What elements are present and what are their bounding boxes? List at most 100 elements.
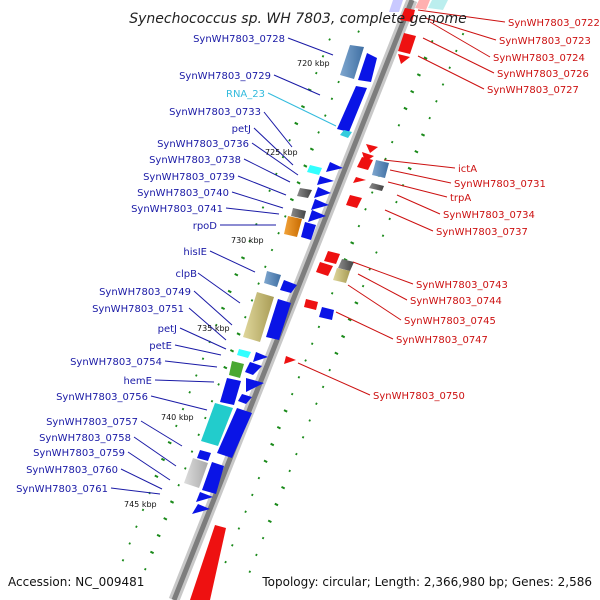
gene-label[interactable]: SynWH7803_0739: [143, 172, 235, 183]
gene-label[interactable]: SynWH7803_0740: [137, 188, 229, 199]
feature-block[interactable]: [264, 271, 281, 287]
gene-label[interactable]: ictA: [458, 164, 477, 175]
feature-arrow[interactable]: [311, 199, 329, 210]
feature-block[interactable]: [201, 403, 233, 446]
feature-arrow[interactable]: [202, 462, 224, 494]
gene-label[interactable]: hemE: [123, 376, 152, 387]
feature-arrow[interactable]: [357, 157, 373, 170]
gene-label[interactable]: SynWH7803_0722: [508, 18, 600, 29]
feature-arrow[interactable]: [301, 222, 316, 240]
feature-arrow[interactable]: [398, 33, 416, 54]
gc-tick: [414, 150, 419, 154]
gene-label[interactable]: SynWH7803_0729: [179, 71, 271, 82]
gene-label[interactable]: SynWH7803_0745: [404, 316, 496, 327]
feature-arrow[interactable]: [217, 408, 252, 458]
feature-arrow[interactable]: [246, 378, 264, 392]
feature-arrow[interactable]: [398, 54, 410, 64]
feature-arrow[interactable]: [280, 280, 297, 293]
gene-label[interactable]: SynWH7803_0736: [157, 139, 249, 150]
feature-arrow[interactable]: [316, 262, 333, 276]
gc-tick: [144, 567, 147, 571]
gc-tick: [328, 368, 331, 372]
gene-label[interactable]: SynWH7803_0734: [443, 210, 535, 221]
gene-label[interactable]: hisIE: [183, 247, 207, 258]
feature-arrow[interactable]: [220, 378, 241, 405]
feature-arrow[interactable]: [353, 177, 366, 183]
feature-arrow[interactable]: [197, 450, 211, 461]
gc-tick: [204, 416, 207, 420]
feature-block[interactable]: [284, 216, 302, 237]
gene-label[interactable]: SynWH7803_0754: [70, 357, 162, 368]
feature-arrow[interactable]: [192, 504, 210, 514]
feature-block[interactable]: [184, 458, 208, 488]
feature-arrow[interactable]: [400, 8, 415, 22]
gene-label[interactable]: SynWH7803_0747: [396, 335, 488, 346]
gene-label[interactable]: petJ: [158, 324, 177, 335]
feature-block[interactable]: [338, 259, 354, 271]
feature-block[interactable]: [297, 188, 312, 198]
feature-block[interactable]: [415, 0, 430, 10]
gene-label[interactable]: SynWH7803_0749: [99, 287, 191, 298]
gene-label[interactable]: rpoD: [193, 221, 218, 232]
gene-label[interactable]: SynWH7803_0761: [16, 484, 108, 495]
gc-tick: [197, 433, 200, 437]
gene-label[interactable]: SynWH7803_0751: [92, 304, 184, 315]
gene-label[interactable]: SynWH7803_0728: [193, 34, 285, 45]
gene-label[interactable]: SynWH7803_0733: [169, 107, 261, 118]
gene-label[interactable]: SynWH7803_0741: [131, 204, 223, 215]
feature-arrow[interactable]: [317, 176, 334, 185]
feature-block[interactable]: [333, 268, 350, 283]
feature-arrow[interactable]: [366, 144, 378, 153]
gene-label[interactable]: SynWH7803_0758: [39, 433, 131, 444]
gc-tick: [428, 116, 431, 120]
gene-label[interactable]: SynWH7803_0750: [373, 391, 465, 402]
gene-label[interactable]: petJ: [232, 124, 251, 135]
feature-arrow[interactable]: [266, 299, 291, 340]
gene-label[interactable]: SynWH7803_0760: [26, 465, 118, 476]
feature-arrow[interactable]: [196, 492, 213, 502]
gene-label[interactable]: SynWH7803_0759: [33, 448, 125, 459]
rna-label[interactable]: RNA_23: [226, 89, 265, 100]
gene-label[interactable]: SynWH7803_0743: [416, 280, 508, 291]
feature-rna[interactable]: [237, 349, 251, 358]
gene-label[interactable]: SynWH7803_0724: [493, 53, 585, 64]
gc-tick: [309, 147, 314, 151]
gene-label[interactable]: SynWH7803_0727: [487, 85, 579, 96]
gene-label[interactable]: SynWH7803_0738: [149, 155, 241, 166]
gene-label[interactable]: SynWH7803_0737: [436, 227, 528, 238]
gene-label[interactable]: SynWH7803_0731: [454, 179, 546, 190]
feature-block[interactable]: [369, 183, 384, 191]
feature-arrow[interactable]: [304, 299, 318, 310]
feature-block[interactable]: [372, 160, 389, 178]
feature-arrow[interactable]: [245, 362, 262, 375]
feature-rna[interactable]: [340, 130, 352, 138]
feature-arrow[interactable]: [346, 195, 362, 208]
feature-arrow[interactable]: [308, 210, 326, 222]
gene-label[interactable]: SynWH7803_0744: [410, 296, 502, 307]
feature-arrow[interactable]: [358, 53, 377, 82]
gene-label[interactable]: petE: [149, 341, 172, 352]
feature-arrow[interactable]: [337, 86, 367, 132]
feature-arrow[interactable]: [190, 525, 226, 600]
gene-label[interactable]: clpB: [176, 269, 198, 280]
feature-arrow[interactable]: [319, 307, 334, 320]
feature-arrow[interactable]: [253, 352, 268, 362]
feature-block[interactable]: [291, 208, 306, 219]
feature-arrow[interactable]: [238, 394, 252, 404]
gene-label[interactable]: trpA: [450, 193, 471, 204]
feature-block[interactable]: [340, 45, 364, 79]
feature-arrow[interactable]: [284, 356, 296, 364]
feature-block[interactable]: [428, 0, 448, 10]
gene-label[interactable]: SynWH7803_0756: [56, 392, 148, 403]
feature-block[interactable]: [229, 361, 244, 378]
gene-label[interactable]: SynWH7803_0726: [497, 69, 589, 80]
feature-arrow[interactable]: [326, 162, 343, 172]
gene-label[interactable]: SynWH7803_0757: [46, 417, 138, 428]
feature-block[interactable]: [307, 165, 322, 175]
gene-label[interactable]: SynWH7803_0723: [499, 36, 591, 47]
feature-block[interactable]: [243, 292, 274, 342]
tick-label: 735 kbp: [197, 324, 230, 333]
feature-block[interactable]: [389, 0, 403, 12]
feature-arrow[interactable]: [324, 251, 340, 264]
feature-arrow[interactable]: [314, 187, 331, 198]
